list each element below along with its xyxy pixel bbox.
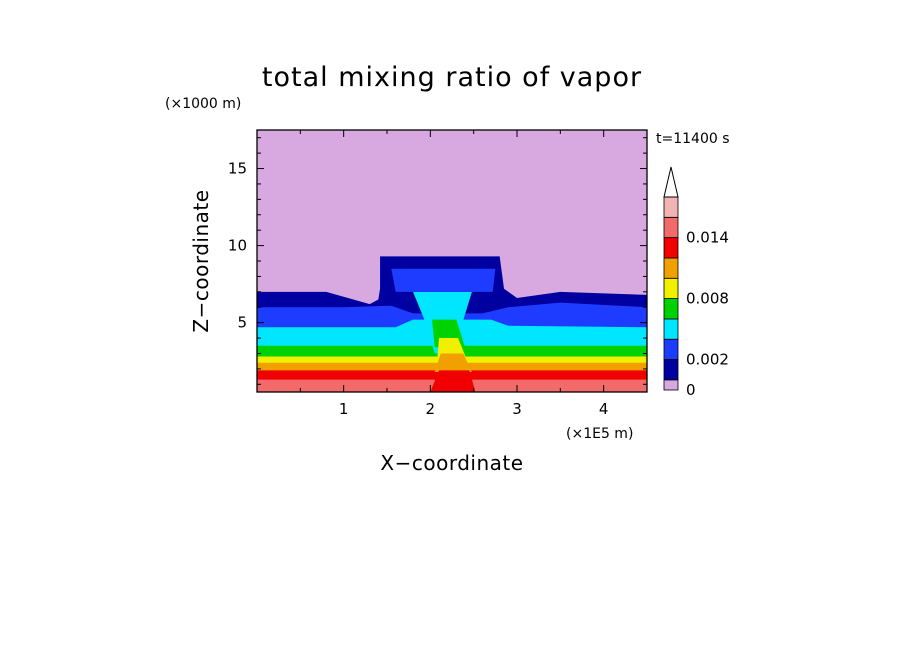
colorbar-swatch [663, 257, 679, 279]
y-tick-label: 5 [237, 314, 247, 332]
colorbar-swatch [663, 277, 679, 299]
time-label: t=11400 s [656, 131, 730, 147]
colorbar-swatch [663, 237, 679, 259]
x-tick-label: 2 [426, 400, 436, 418]
y-tick-label: 10 [228, 237, 247, 255]
colorbar-swatch [663, 216, 679, 239]
contour-fields [257, 130, 647, 392]
colorbar-label: 0 [686, 381, 696, 399]
y-tick-label: 15 [228, 160, 247, 178]
colorbar-label: 0.002 [686, 351, 729, 369]
colorbar-extend-arrow [663, 166, 679, 198]
x-tick-label: 1 [339, 400, 349, 418]
colorbar-swatch [663, 196, 679, 218]
colorbar: 0 0.002 0.008 0.014 [663, 166, 729, 399]
chart-title: total mixing ratio of vapor [262, 62, 642, 93]
column-patch-1 [391, 268, 496, 292]
colorbar-swatch [663, 379, 679, 391]
colorbar-swatch [663, 359, 679, 381]
x-unit-label: (×1E5 m) [566, 426, 633, 442]
colorbar-swatch [663, 338, 679, 360]
colorbar-swatch [663, 298, 679, 320]
plot-area: 1 2 3 4 5 10 15 [228, 129, 648, 418]
x-tick-label: 3 [512, 400, 522, 418]
colorbar-swatch [663, 318, 679, 340]
axis-ticks: 1 2 3 4 5 10 15 [228, 130, 648, 418]
x-tick-label: 4 [599, 400, 609, 418]
x-axis-label: X−coordinate [380, 451, 523, 475]
y-axis-label: Z−coordinate [189, 189, 213, 332]
colorbar-label: 0.008 [686, 290, 729, 308]
colorbar-label: 0.014 [686, 229, 729, 247]
column-patch-4 [434, 353, 472, 372]
y-unit-label: (×1000 m) [165, 96, 241, 112]
column-patch-5 [430, 370, 476, 392]
